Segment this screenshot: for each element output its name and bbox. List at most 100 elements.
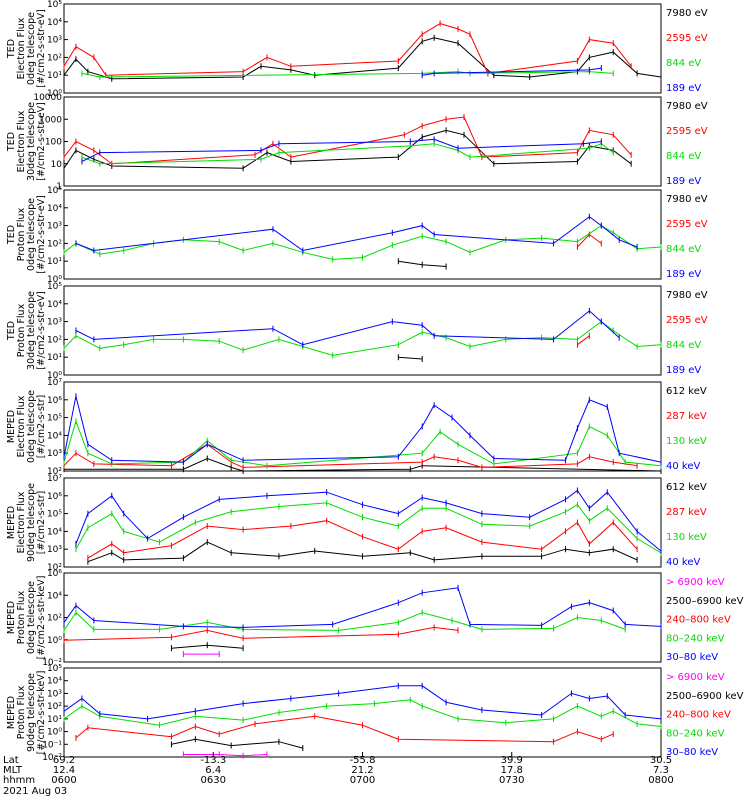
y-axis-label: [#/cm2-s-str-keV] <box>36 671 47 755</box>
y-tick-label: 10000 <box>33 93 62 103</box>
series-line-3 <box>63 320 662 356</box>
plot-frame <box>63 3 662 94</box>
y-axis-label: [#/cm2-s-str-eV] <box>36 291 47 370</box>
plot-frame <box>63 189 662 280</box>
y-axis-label: MEPED <box>6 410 17 443</box>
x-tick-label-hhmm: 0800 <box>648 775 673 786</box>
y-axis-label: 30deg telescope <box>26 291 37 370</box>
y-tick-label: 10⁴ <box>47 18 62 28</box>
legend-entry: 7980 eV <box>666 290 708 301</box>
y-axis-label: [#/cm2-s-str-eV] <box>36 102 47 181</box>
y-tick-label: 10¹ <box>47 715 62 725</box>
y-tick-label: 10⁻² <box>42 658 62 668</box>
legend-entry: 40 keV <box>666 461 700 472</box>
plot-frame <box>63 667 662 758</box>
legend-entry: 287 keV <box>666 411 707 422</box>
y-tick-label: 10³ <box>47 545 62 555</box>
y-tick-label: 10² <box>47 702 62 712</box>
y-tick-label: 10⁴ <box>47 431 62 441</box>
y-axis-label: Electron Flux <box>16 491 27 553</box>
y-tick-label: 10⁻¹ <box>42 740 62 750</box>
series-line-1 <box>64 457 662 472</box>
series-line-3 <box>75 502 662 554</box>
y-tick-label: 10² <box>47 335 62 345</box>
x-tick-label-hhmm: 0730 <box>499 775 524 786</box>
y-axis-label: MEPED <box>6 506 17 539</box>
x-tick-label-lat: 39.9 <box>501 755 523 766</box>
y-tick-label: 10³ <box>47 449 62 459</box>
y-tick-label: 10⁻² <box>42 753 62 763</box>
legend-entry: 844 eV <box>666 151 701 162</box>
legend-entry: 30–80 keV <box>666 652 718 663</box>
x-row-label-hhmm: hhmm <box>3 775 35 786</box>
series-line-2 <box>577 335 590 346</box>
y-tick-label: 100 <box>45 138 62 148</box>
x-tick-label-hhmm: 0630 <box>201 775 226 786</box>
y-tick-label: 10⁷ <box>47 378 62 388</box>
y-tick-label: 10⁷ <box>47 474 62 484</box>
y-axis-label: [#/cm2-s-str-eV] <box>36 195 47 274</box>
y-axis-label: 30deg telescope <box>26 102 37 181</box>
y-tick-label: 1 <box>56 182 62 192</box>
y-axis-label: Proton Flux <box>16 207 27 261</box>
legend-entry: 287 keV <box>666 507 707 518</box>
y-tick-label: 10⁵ <box>47 510 62 520</box>
y-axis-label: MEPED <box>6 601 17 634</box>
series-line-4 <box>75 489 662 552</box>
legend-entry: 130 keV <box>666 436 707 447</box>
y-axis-label: 0deg telescope <box>26 198 37 271</box>
y-axis-label: TED <box>6 132 17 152</box>
plot-frame <box>63 477 662 568</box>
series-line-5 <box>63 587 662 628</box>
panel-4: 10⁰ 10¹ 10² 10³ 10⁴ 10⁵ TED Proton Flux 30deg te… <box>6 282 708 381</box>
legend-entry: 189 eV <box>666 365 701 376</box>
legend-entry: 80–240 keV <box>666 633 725 644</box>
y-tick-label: 10² <box>47 239 62 249</box>
legend-entry: > 6900 keV <box>666 672 725 683</box>
series-line-2 <box>171 738 303 749</box>
plot-frame <box>63 96 662 187</box>
y-axis-label: [#/cm2-s-str-keV] <box>36 576 47 660</box>
legend-entry: 189 eV <box>666 176 701 187</box>
panel-8: 10⁻² 10⁻¹ 10⁰ 10¹ 10² 10³ 10⁴ 10⁵ MEPED Proton Fl… <box>6 664 744 763</box>
y-axis-label: Proton Flux <box>16 685 27 739</box>
y-axis-label: 90deg telescope <box>26 483 37 562</box>
series-line-4 <box>75 216 638 252</box>
y-tick-label: 10⁴ <box>47 591 62 601</box>
x-tick-label-hhmm: 0600 <box>51 775 76 786</box>
y-axis-label: TED <box>6 225 17 245</box>
legend-entry: 844 eV <box>666 244 701 255</box>
plot-frame <box>63 285 662 376</box>
legend-entry: 612 keV <box>666 482 707 493</box>
y-tick-label: 10⁰ <box>47 728 62 738</box>
y-tick-label: 10⁰ <box>47 371 62 381</box>
legend-entry: 844 eV <box>666 340 701 351</box>
y-axis-label: [#/cm2-s-str] <box>36 491 47 554</box>
y-axis-label: Electron Flux <box>16 17 27 79</box>
panel-2: 1 10 100 1000 10000 TED Electron Flux 30deg tel… <box>6 93 708 192</box>
y-axis-label: Proton Flux <box>16 590 27 644</box>
y-tick-label: 10⁶ <box>47 569 62 579</box>
legend-entry: 189 eV <box>666 269 701 280</box>
plot-frame <box>63 381 662 472</box>
x-tick-label-lat: -55.8 <box>350 755 376 766</box>
legend-entry: 40 keV <box>666 557 700 568</box>
panel-5: 10² 10³ 10⁴ 10⁵ 10⁶ 10⁷ MEPED Electron Flux 0deg… <box>6 378 707 477</box>
legend-entry: 2595 eV <box>666 315 708 326</box>
y-tick-label: 10⁰ <box>47 636 62 646</box>
x-tick-label-mlt: 21.2 <box>351 765 373 776</box>
series-line-2 <box>63 116 632 165</box>
y-tick-label: 10⁰ <box>47 275 62 285</box>
x-tick-label-lat: 30.5 <box>650 755 672 766</box>
y-tick-label: 10⁴ <box>47 300 62 310</box>
y-axis-label: 0deg telescope <box>26 390 37 463</box>
y-tick-label: 10⁶ <box>47 396 62 406</box>
y-tick-label: 10² <box>47 563 62 573</box>
y-axis-label: [#/cm2-s-str-eV] <box>36 9 47 88</box>
legend-entry: 2500–6900 keV <box>666 596 744 607</box>
plot-frame <box>63 572 662 663</box>
legend-entry: 2500–6900 keV <box>666 691 744 702</box>
y-axis-label: TED <box>6 39 17 59</box>
y-tick-label: 10⁵ <box>47 0 62 10</box>
